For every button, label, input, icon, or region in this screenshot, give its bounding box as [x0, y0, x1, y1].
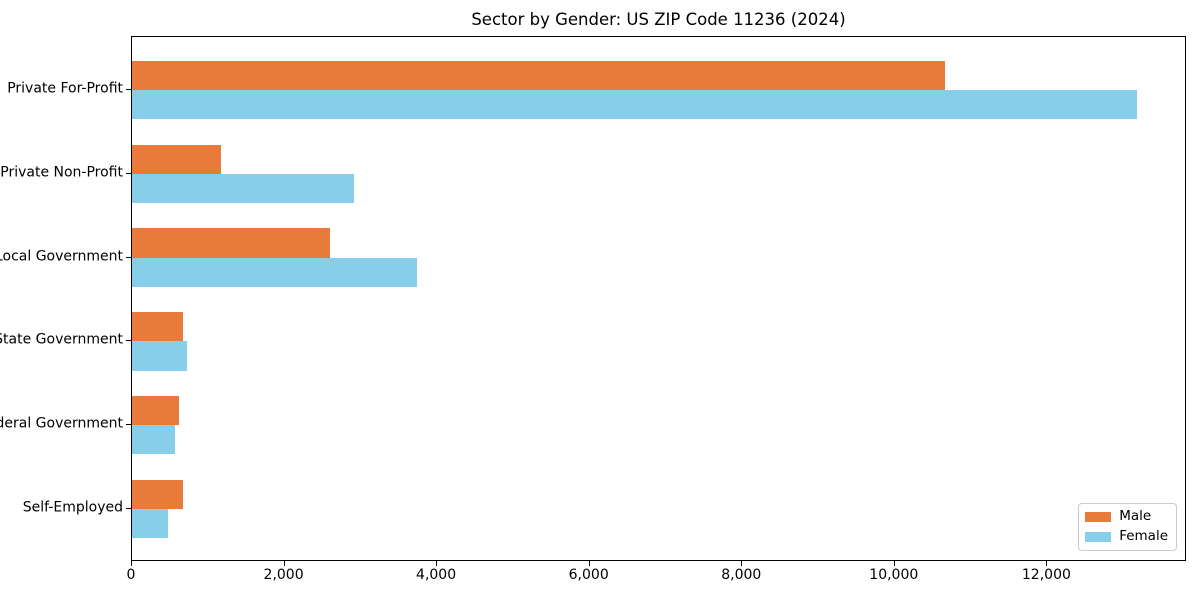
xtick-mark — [588, 561, 590, 566]
legend-swatch-male-icon — [1085, 511, 1112, 522]
ytick-mark — [126, 89, 131, 91]
bar-female-private-non-profit — [132, 173, 354, 204]
bar-male-self-employed — [132, 479, 184, 509]
bar-male-private-non-profit — [132, 144, 222, 174]
xtick-label: 8,000 — [721, 567, 762, 583]
xtick-label: 0 — [126, 567, 136, 583]
xtick-label: 6,000 — [568, 567, 609, 583]
bar-female-state-government — [132, 341, 187, 371]
bar-female-federal-government — [132, 425, 175, 455]
legend-label-female: Female — [1119, 528, 1168, 544]
bar-female-local-government — [132, 257, 418, 287]
legend-swatch-female-icon — [1085, 531, 1112, 542]
xtick-mark — [131, 561, 132, 566]
xtick-mark — [283, 561, 285, 566]
ytick-label: Federal Government — [0, 415, 123, 432]
legend-label-male: Male — [1119, 508, 1152, 524]
ytick-mark — [126, 172, 131, 174]
xtick-mark — [1046, 561, 1048, 566]
ytick-label: State Government — [0, 332, 123, 349]
legend-item-female: Female — [1085, 529, 1168, 544]
plot-area: Male Female — [131, 36, 1186, 561]
ytick-mark — [126, 340, 131, 342]
ytick-label: Private For-Profit — [7, 80, 123, 97]
bar-male-state-government — [132, 312, 184, 342]
xtick-label: 2,000 — [263, 567, 304, 583]
ytick-label: Private Non-Profit — [0, 164, 123, 181]
legend: Male Female — [1078, 503, 1177, 551]
xtick-label: 12,000 — [1021, 567, 1071, 583]
ytick-mark — [126, 256, 131, 258]
legend-item-male: Male — [1085, 509, 1168, 524]
bar-female-private-for-profit — [132, 90, 1138, 120]
ytick-label: Self-Employed — [22, 499, 123, 516]
xtick-mark — [436, 561, 438, 566]
xtick-label: 10,000 — [869, 567, 919, 583]
bar-male-local-government — [132, 228, 330, 258]
xtick-mark — [741, 561, 743, 566]
ytick-mark — [126, 507, 131, 509]
bar-male-private-for-profit — [132, 60, 946, 91]
ytick-label: Local Government — [0, 248, 123, 265]
bar-female-self-employed — [132, 508, 168, 539]
ytick-mark — [126, 424, 131, 426]
bar-male-federal-government — [132, 395, 179, 426]
xtick-mark — [893, 561, 895, 566]
xtick-label: 4,000 — [416, 567, 457, 583]
chart-title: Sector by Gender: US ZIP Code 11236 (202… — [471, 10, 846, 29]
